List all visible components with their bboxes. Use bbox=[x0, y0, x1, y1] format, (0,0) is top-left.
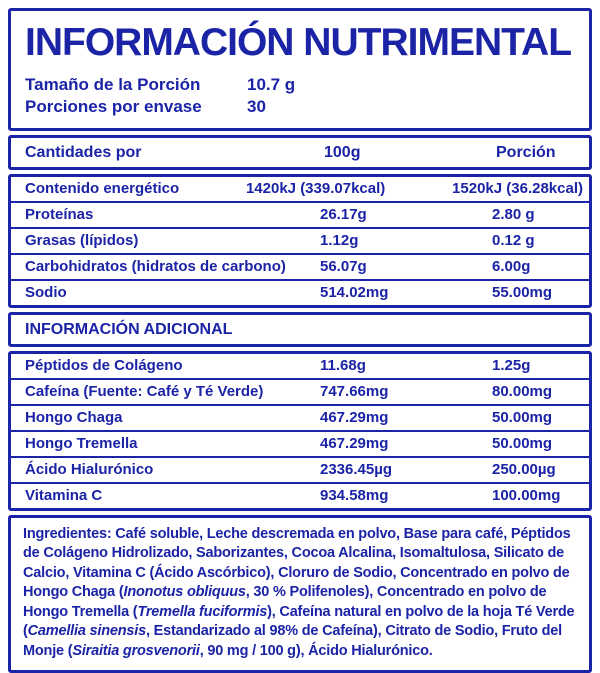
page-title: INFORMACIÓN NUTRIMENTAL bbox=[25, 21, 572, 64]
additional-info-title: INFORMACIÓN ADICIONAL bbox=[25, 320, 233, 338]
per100-value: 11.68g bbox=[320, 356, 366, 374]
nutrient-label: Vitamina C bbox=[25, 486, 103, 504]
header-box: INFORMACIÓN NUTRIMENTAL Tamaño de la Por… bbox=[8, 8, 592, 131]
ingredients-segment: Café soluble, Leche descremada en polvo,… bbox=[23, 525, 571, 601]
per100-value: 26.17g bbox=[320, 205, 367, 223]
table-row-chaga: Hongo Chaga 467.29mg 50.00mg bbox=[11, 403, 589, 430]
nutrient-label: Contenido energético bbox=[25, 179, 180, 197]
servings-per-container-label: Porciones por envase bbox=[25, 96, 202, 116]
ingredients-segment: , 90 mg / 100 g), Ácido Hialurónico. bbox=[199, 642, 433, 659]
per100-value: 56.07g bbox=[320, 257, 367, 275]
portion-value: 1520kJ (36.28kcal) bbox=[452, 179, 583, 197]
table-row-tremella: Hongo Tremella 467.29mg 50.00mg bbox=[11, 429, 589, 456]
table-row-fat: Grasas (lípidos) 1.12g 0.12 g bbox=[11, 226, 589, 253]
portion-value: 250.00µg bbox=[492, 460, 556, 478]
nutrient-label: Péptidos de Colágeno bbox=[25, 356, 183, 374]
portion-value: 50.00mg bbox=[492, 434, 553, 452]
servings-per-container-value: 30 bbox=[247, 96, 266, 116]
table-row-vitamin-c: Vitamina C 934.58mg 100.00mg bbox=[11, 481, 589, 508]
portion-value: 100.00mg bbox=[492, 486, 561, 504]
ingredients-lead: Ingredientes: bbox=[23, 525, 112, 542]
column-header-label: Cantidades por bbox=[25, 143, 142, 161]
main-nutrient-table: Contenido energético 1420kJ (339.07kcal) 1… bbox=[8, 173, 592, 308]
portion-value: 50.00mg bbox=[492, 408, 553, 426]
portion-value: 0.12 g bbox=[492, 231, 535, 249]
ingredients-segment-latin: Tremella fuciformis bbox=[137, 603, 268, 620]
nutrition-label: INFORMACIÓN NUTRIMENTAL Tamaño de la Por… bbox=[8, 8, 592, 673]
column-header-per100: 100g bbox=[324, 143, 361, 161]
nutrient-label: Hongo Chaga bbox=[25, 408, 123, 426]
nutrient-label: Grasas (lípidos) bbox=[25, 231, 139, 249]
table-row-collagen: Péptidos de Colágeno 11.68g 1.25g bbox=[11, 354, 589, 378]
per100-value: 1.12g bbox=[320, 231, 359, 249]
ingredients-box: Ingredientes: Café soluble, Leche descre… bbox=[8, 514, 592, 673]
nutrient-label: Ácido Hialurónico bbox=[25, 460, 154, 478]
per100-value: 934.58mg bbox=[320, 486, 389, 504]
per100-value: 1420kJ (339.07kcal) bbox=[245, 179, 386, 197]
servings-per-container-row: Porciones por envase 30 bbox=[25, 96, 577, 118]
nutrient-label: Cafeína (Fuente: Café y Té Verde) bbox=[25, 382, 264, 400]
per100-value: 514.02mg bbox=[320, 283, 389, 301]
column-header-portion: Porción bbox=[496, 143, 556, 161]
table-row-caffeine: Cafeína (Fuente: Café y Té Verde) 747.66m… bbox=[11, 377, 589, 404]
ingredients-segment-latin: Siraitia grosvenorii bbox=[72, 642, 200, 659]
portion-value: 6.00g bbox=[492, 257, 531, 275]
per100-value: 747.66mg bbox=[320, 382, 389, 400]
nutrient-label: Carbohidratos (hidratos de carbono) bbox=[25, 257, 286, 275]
ingredients-segment-latin: Camellia sinensis bbox=[27, 623, 147, 640]
per100-value: 467.29mg bbox=[320, 408, 389, 426]
table-row-protein: Proteínas 26.17g 2.80 g bbox=[11, 200, 589, 227]
serving-size-label: Tamaño de la Porción bbox=[25, 74, 201, 94]
table-row-sodium: Sodio 514.02mg 55.00mg bbox=[11, 278, 589, 305]
portion-value: 1.25g bbox=[492, 356, 531, 374]
nutrient-label: Hongo Tremella bbox=[25, 434, 138, 452]
additional-info-strip: INFORMACIÓN ADICIONAL bbox=[8, 311, 592, 347]
portion-value: 55.00mg bbox=[492, 283, 553, 301]
ingredients-segment-latin: Inonotus obliquus bbox=[123, 584, 246, 601]
ingredients-segment: , 30 % Polifenoles), Concentrado en polv… bbox=[23, 584, 547, 620]
nutrient-label: Proteínas bbox=[25, 205, 94, 223]
serving-size-row: Tamaño de la Porción 10.7 g bbox=[25, 74, 577, 96]
table-row-hyaluronic: Ácido Hialurónico 2336.45µg 250.00µg bbox=[11, 455, 589, 482]
additional-info-table: Péptidos de Colágeno 11.68g 1.25g Cafeína … bbox=[8, 350, 592, 511]
per100-value: 467.29mg bbox=[320, 434, 389, 452]
portion-value: 80.00mg bbox=[492, 382, 553, 400]
ingredients-paragraph: Ingredientes: Café soluble, Leche descre… bbox=[23, 525, 579, 662]
column-header-strip: Cantidades por 100g Porción bbox=[8, 134, 592, 170]
per100-value: 2336.45µg bbox=[320, 460, 393, 478]
portion-value: 2.80 g bbox=[492, 205, 535, 223]
serving-size-value: 10.7 g bbox=[247, 74, 296, 94]
ingredients-segment: ), Cafeína natural en polvo de la hoja T… bbox=[23, 603, 575, 640]
table-row-energy: Contenido energético 1420kJ (339.07kcal) 1… bbox=[11, 177, 589, 201]
table-row-carbs: Carbohidratos (hidratos de carbono) 56.07… bbox=[11, 252, 589, 279]
nutrient-label: Sodio bbox=[25, 283, 67, 301]
